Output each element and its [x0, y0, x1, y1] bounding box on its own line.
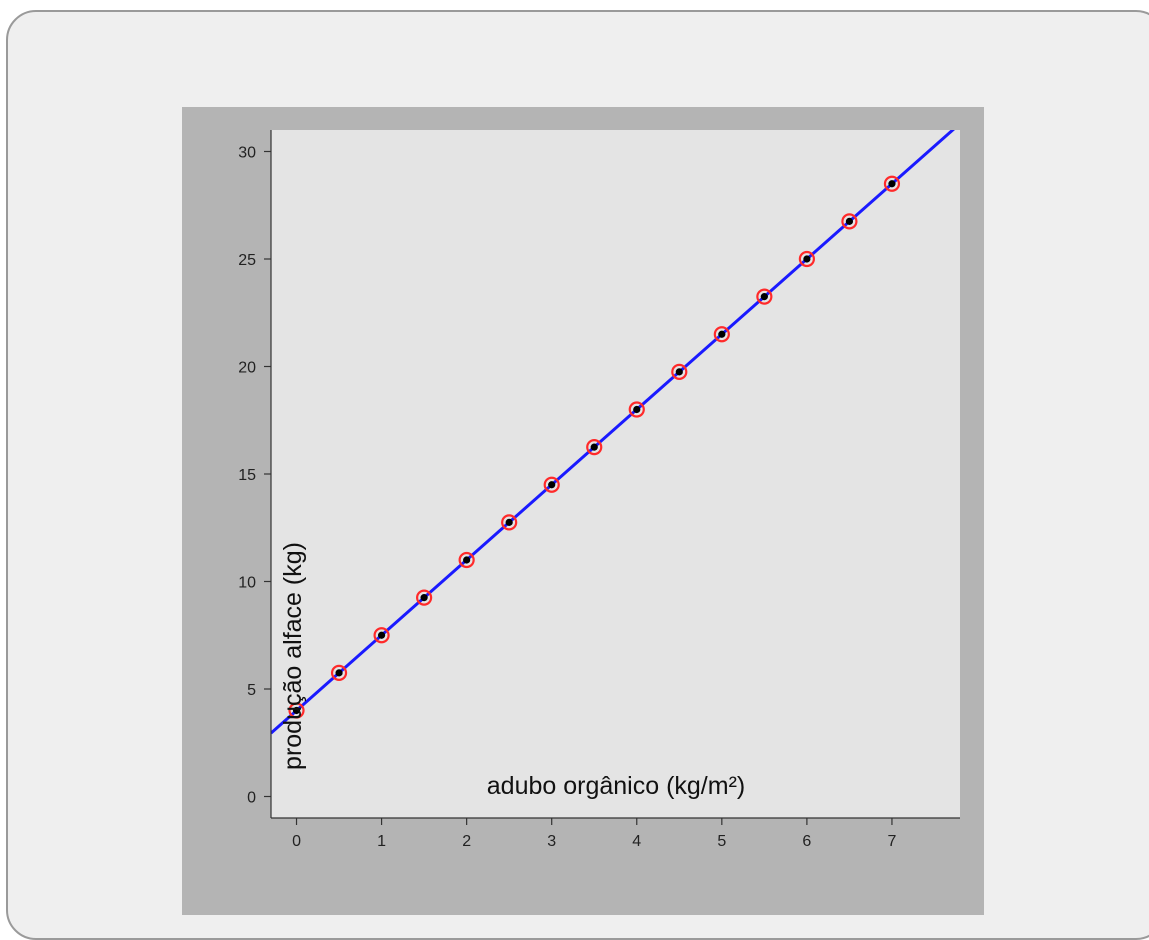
data-point	[760, 293, 768, 301]
plot-area	[271, 130, 960, 818]
data-point	[505, 518, 513, 526]
data-point	[292, 706, 301, 715]
data-point-ring	[713, 326, 730, 343]
x-tick-label: 2	[462, 833, 471, 850]
scatter-chart: 0 1 2 3 4 5 6 7 0 5 10 15 20 25 30 produção alface (kg…	[238, 130, 960, 850]
x-tick-label: 7	[887, 833, 896, 850]
data-point	[888, 180, 896, 188]
data-point	[845, 217, 854, 225]
y-axis-label: produção alface (kg)	[279, 542, 307, 770]
data-point	[803, 255, 811, 263]
x-tick-label: 4	[632, 833, 641, 850]
data-point	[718, 330, 726, 338]
y-tick-label: 10	[238, 575, 256, 592]
data-point	[590, 443, 598, 451]
x-tick-label: 1	[377, 833, 386, 850]
data-point	[548, 481, 556, 489]
data-point-ring	[756, 288, 773, 305]
data-point-ring	[883, 175, 901, 192]
x-tick-label: 3	[547, 833, 556, 850]
y-tick-label: 5	[247, 682, 256, 699]
regression-line	[271, 130, 955, 735]
data-point-ring	[501, 514, 518, 531]
data-point-ring	[798, 250, 815, 268]
y-tick-label: 30	[238, 145, 256, 162]
data-point-ring	[416, 589, 433, 606]
x-tick-label: 6	[802, 833, 811, 850]
data-point-ring	[671, 363, 688, 380]
y-tick-label: 0	[247, 790, 256, 807]
x-tick-label: 5	[717, 833, 726, 850]
data-point-ring	[288, 702, 305, 719]
y-tick-label: 20	[238, 360, 256, 377]
y-tick-label: 15	[238, 467, 256, 484]
data-point	[420, 594, 428, 602]
data-point	[633, 405, 641, 414]
data-point-ring	[841, 213, 858, 230]
chart-figure: 0 1 2 3 4 5 6 7 0 5 10 15 20 25 30 produção alface (kg…	[182, 107, 984, 915]
data-point-ring	[458, 551, 475, 569]
data-point-ring	[373, 627, 390, 644]
y-tick-label: 25	[238, 252, 256, 269]
data-point	[463, 556, 471, 564]
data-point-ring	[330, 664, 348, 681]
data-point-ring	[543, 476, 560, 493]
data-point-ring	[586, 439, 603, 456]
data-point	[377, 631, 386, 639]
x-axis-label: adubo orgânico (kg/m²)	[487, 772, 745, 800]
x-tick-label: 0	[292, 833, 301, 850]
data-point	[675, 368, 683, 376]
data-point	[335, 669, 343, 677]
data-point-ring	[628, 401, 645, 418]
